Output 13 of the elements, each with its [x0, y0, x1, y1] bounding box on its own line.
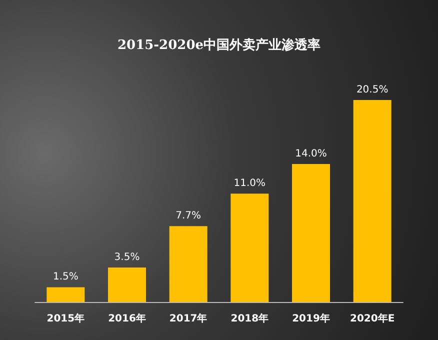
data-label: 3.5%: [114, 252, 140, 264]
data-label: 1.5%: [52, 272, 78, 283]
chart-title: 2015-2020e中国外卖产业渗透率: [117, 37, 321, 53]
x-tick-label: 2020年E: [350, 312, 395, 324]
data-label: 11.0%: [234, 178, 266, 190]
x-tick-label: 2015年: [46, 312, 85, 324]
data-label: 7.7%: [176, 210, 202, 222]
data-label: 20.5%: [356, 84, 388, 96]
x-tick-label: 2019年: [292, 312, 330, 324]
x-tick-label: 2017年: [169, 312, 208, 324]
x-tick-label: 2016年: [108, 312, 146, 324]
data-label: 14.0%: [295, 148, 327, 160]
x-tick-label: 2018年: [230, 312, 269, 324]
